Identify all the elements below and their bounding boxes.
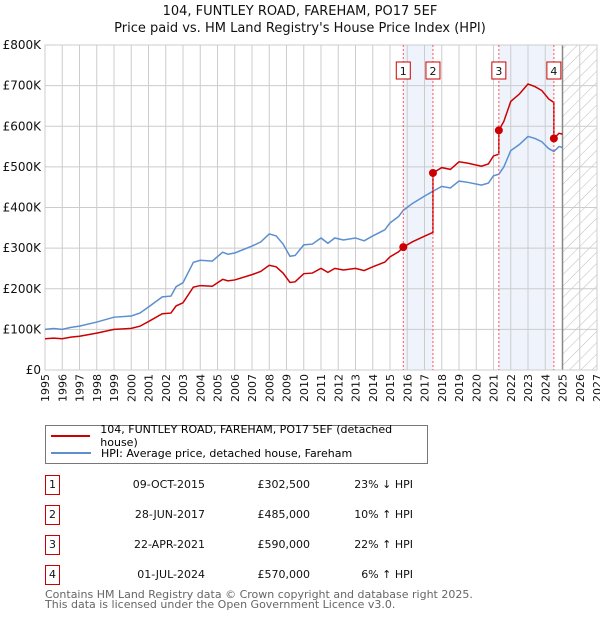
sale-number-badge: 4 [45, 565, 60, 585]
sale-price: £590,000 [257, 538, 311, 551]
x-tick-label: 2007 [246, 374, 259, 402]
footer-line-2: This data is licensed under the Open Gov… [45, 598, 396, 611]
y-tick-label: £600K [3, 119, 43, 133]
x-tick-label: 2008 [263, 374, 276, 402]
x-tick-label: 2021 [488, 374, 501, 402]
x-tick-label: 2001 [143, 374, 156, 402]
sale-point [494, 126, 503, 135]
x-tick-label: 2005 [212, 374, 225, 402]
x-tick-label: 2013 [350, 374, 363, 402]
y-tick-label: £300K [3, 241, 43, 255]
sale-hpi-diff: 10% ↑ HPI [354, 508, 413, 521]
x-tick-label: 1995 [39, 374, 52, 402]
x-tick-label: 2022 [505, 374, 518, 402]
x-tick-label: 2004 [194, 374, 207, 402]
sale-date: 01-JUL-2024 [137, 568, 205, 581]
x-tick-label: 2020 [470, 374, 483, 402]
legend-swatch-hpi [51, 452, 91, 454]
x-tick-label: 2026 [574, 374, 587, 402]
chart-subtitle: Price paid vs. HM Land Registry's House … [114, 21, 486, 36]
sale-label-box [425, 61, 441, 80]
x-tick-label: 2000 [125, 374, 138, 402]
sale-hpi-diff: 6% ↑ HPI [361, 568, 413, 581]
sale-point [428, 168, 437, 177]
x-tick-label: 2012 [332, 374, 345, 402]
y-tick-label: £400K [3, 201, 43, 215]
x-tick-label: 1999 [108, 374, 121, 402]
sale-price: £302,500 [257, 478, 311, 491]
price-chart: 1995 1996 1997 1998 1999 2000 2001 2002 2003 2004… [3, 38, 600, 402]
x-tick-label: 2017 [419, 374, 432, 402]
sale-number-badge: 1 [45, 475, 60, 495]
sale-point [399, 243, 408, 252]
x-tick-label: 2009 [281, 374, 294, 402]
y-tick-label: £700K [3, 79, 43, 93]
sale-date: 09-OCT-2015 [132, 478, 205, 491]
sale-label: 4 [550, 65, 557, 78]
x-tick-label: 2024 [539, 374, 552, 402]
sale-point [549, 134, 558, 143]
x-tick-label: 2003 [177, 374, 190, 402]
x-tick-label: 2027 [591, 374, 600, 402]
legend-label-property: 104, FUNTLEY ROAD, FAREHAM, PO17 5EF (de… [100, 423, 393, 449]
sale-price: £485,000 [257, 508, 311, 521]
x-tick-label: 1996 [56, 374, 69, 402]
sale-price: £570,000 [257, 568, 311, 581]
sale-label-box [491, 61, 507, 80]
legend-swatch-property [51, 435, 91, 437]
x-tick-label: 2018 [436, 374, 449, 402]
x-tick-label: 2025 [557, 374, 570, 402]
x-tick-label: 2002 [160, 374, 173, 402]
sale-number-badge: 3 [45, 535, 60, 555]
sale-label: 1 [400, 65, 407, 78]
sale-date: 22-APR-2021 [133, 538, 205, 551]
x-tick-label: 2011 [315, 374, 328, 402]
sale-hpi-diff: 23% ↓ HPI [354, 478, 413, 491]
sale-label: 3 [495, 65, 502, 78]
x-tick-label: 2023 [522, 374, 535, 402]
chart-title: 104, FUNTLEY ROAD, FAREHAM, PO17 5EF [162, 4, 438, 19]
y-tick-label: £200K [3, 282, 43, 296]
sale-date: 28-JUN-2017 [134, 508, 205, 521]
legend-label-hpi: HPI: Average price, detached house, Fare… [101, 446, 353, 460]
footer-line-1: Contains HM Land Registry data © Crown c… [45, 588, 473, 601]
x-tick-label: 1998 [91, 374, 104, 402]
y-tick-label: £100K [3, 322, 43, 336]
y-tick-label: £0 [26, 363, 41, 377]
y-tick-label: £800K [3, 38, 43, 52]
sale-hpi-diff: 22% ↑ HPI [354, 538, 413, 551]
footer: Contains HM Land Registry data © Crown c… [45, 588, 473, 611]
legend: 104, FUNTLEY ROAD, FAREHAM, PO17 5EF (de… [45, 423, 428, 464]
x-tick-label: 1997 [74, 374, 87, 402]
x-tick-label: 2015 [384, 374, 397, 402]
sale-number-badge: 2 [45, 505, 60, 525]
x-tick-label: 2010 [298, 374, 311, 402]
x-tick-label: 2006 [229, 374, 242, 402]
x-tick-label: 2016 [401, 374, 414, 402]
x-tick-label: 2019 [453, 374, 466, 402]
y-tick-label: £500K [3, 160, 43, 174]
sale-label-box [395, 61, 411, 80]
sale-label-box [546, 61, 562, 80]
x-tick-label: 2014 [367, 374, 380, 402]
sale-label: 2 [429, 65, 436, 78]
plot-frame [44, 44, 598, 371]
